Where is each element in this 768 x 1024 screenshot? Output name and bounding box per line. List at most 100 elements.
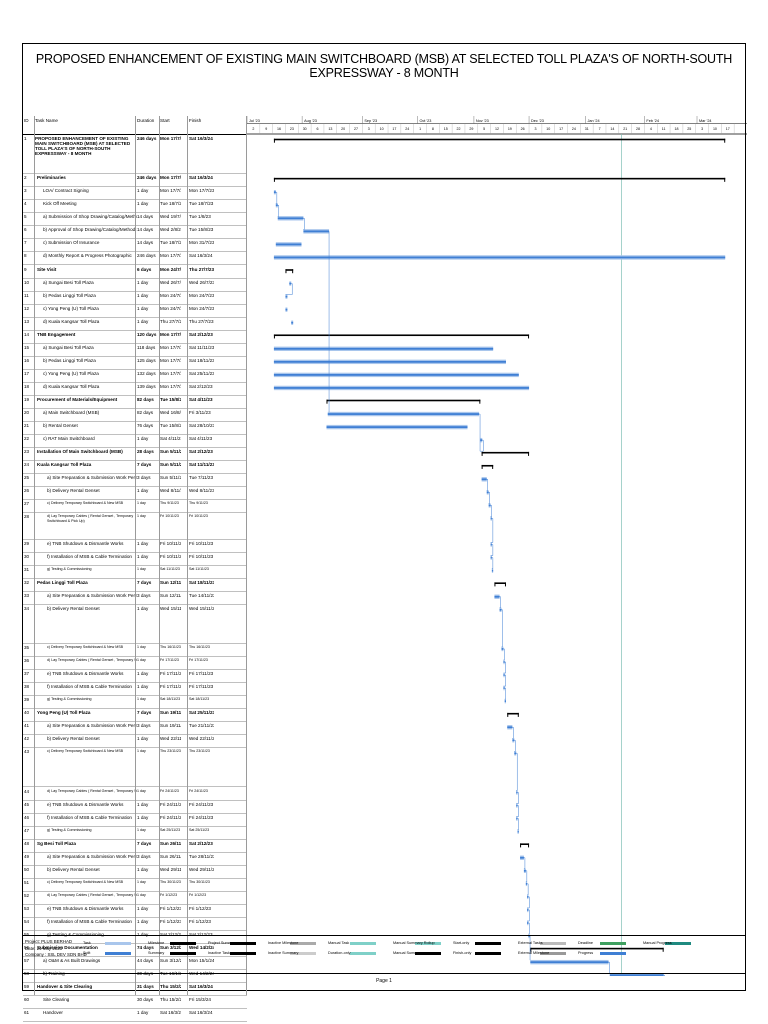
- task-bar[interactable]: [523, 868, 526, 873]
- task-bar[interactable]: [273, 346, 494, 351]
- summary-bar[interactable]: [481, 464, 494, 469]
- summary-bar[interactable]: [520, 843, 530, 848]
- cell-finish: Tue 15/8/23: [189, 227, 214, 233]
- cell-name: a) Site Preparation & Submission Work Pe…: [47, 475, 137, 481]
- cell-name: c) Yong Peng (U) Toll Plaza: [43, 305, 99, 311]
- task-bar[interactable]: [285, 294, 288, 299]
- task-bar[interactable]: [507, 725, 513, 730]
- week-label: 24: [572, 127, 576, 131]
- cell-start: Thu 27/7/23: [160, 318, 181, 324]
- task-bar[interactable]: [504, 698, 506, 704]
- task-bar[interactable]: [303, 229, 330, 234]
- task-bar[interactable]: [516, 816, 518, 821]
- cell-start: Mon 17/7/23: [160, 344, 181, 350]
- task-bar[interactable]: [291, 320, 294, 325]
- task-bar[interactable]: [490, 542, 492, 547]
- summary-bar[interactable]: [494, 582, 506, 587]
- task-bar[interactable]: [494, 594, 500, 599]
- week-label: 24: [405, 127, 409, 131]
- task-bar[interactable]: [488, 503, 491, 508]
- legend-label: Manual Summary Rollup: [393, 941, 435, 945]
- cell-id: 45: [24, 801, 30, 807]
- table-row[interactable]: 61 Handover 1 day Sat 16/3/24 Sat 16/3/24: [23, 1008, 247, 1023]
- task-bar[interactable]: [527, 894, 529, 900]
- task-bar[interactable]: [285, 307, 288, 312]
- cell-name: c) RAT Main Switchboard: [43, 436, 95, 442]
- task-bar[interactable]: [277, 216, 304, 221]
- task-bar[interactable]: [527, 907, 529, 913]
- task-bar[interactable]: [501, 646, 504, 652]
- summary-bar[interactable]: [273, 177, 726, 182]
- cell-finish: Mon 31/7/23: [189, 240, 214, 246]
- legend-swatch: [170, 952, 196, 955]
- task-bar[interactable]: [273, 359, 506, 365]
- task-bar[interactable]: [520, 855, 524, 860]
- cell-dur: 1 day: [137, 671, 149, 677]
- task-bar[interactable]: [490, 516, 492, 521]
- task-bar[interactable]: [273, 255, 726, 260]
- summary-bar[interactable]: [273, 138, 726, 143]
- task-bar[interactable]: [275, 242, 302, 247]
- dependency-link: [517, 818, 519, 830]
- task-bar[interactable]: [527, 920, 529, 926]
- cell-finish: Wed 15/11/23: [189, 605, 214, 611]
- summary-bar[interactable]: [481, 451, 530, 456]
- cell-id: 10: [24, 279, 30, 285]
- cell-start: Thu 9/11/23: [160, 501, 179, 506]
- cell-dur: 1 day: [137, 305, 149, 311]
- task-bar[interactable]: [490, 555, 492, 560]
- table-row[interactable]: 60 Site Clearing 30 days Thu 15/2/24 Fri 15/…: [23, 995, 247, 1010]
- cell-start: Mon 17/7/23: [160, 331, 181, 337]
- task-bar[interactable]: [609, 973, 664, 976]
- task-bar[interactable]: [289, 281, 292, 286]
- cell-start: Sat 2/12/23: [160, 932, 181, 938]
- cell-id: 57: [24, 958, 30, 964]
- task-bar[interactable]: [512, 738, 515, 743]
- summary-bar[interactable]: [285, 269, 294, 274]
- task-bar[interactable]: [525, 881, 528, 887]
- task-bar[interactable]: [503, 672, 505, 678]
- task-bar[interactable]: [275, 203, 278, 208]
- task-bar[interactable]: [273, 190, 276, 195]
- cell-start: Sun 5/11/23: [160, 475, 181, 481]
- summary-bar[interactable]: [530, 947, 664, 952]
- task-bar[interactable]: [480, 437, 483, 443]
- week-label: 30: [303, 127, 307, 131]
- cell-dur: 3 days: [137, 853, 151, 859]
- cell-id: 52: [24, 892, 30, 898]
- task-bar[interactable]: [273, 372, 519, 378]
- task-bar[interactable]: [530, 959, 609, 965]
- task-bar[interactable]: [499, 607, 502, 612]
- task-bar[interactable]: [517, 829, 519, 834]
- summary-bar[interactable]: [326, 399, 481, 404]
- legend-project-info: Company : SSL DEV SDN BHD: [25, 952, 87, 957]
- cell-id: 15: [24, 344, 30, 350]
- cell-start: Fri 24/11/23: [160, 814, 181, 820]
- task-bar[interactable]: [273, 385, 530, 391]
- cell-id: 9: [24, 266, 27, 272]
- task-bar[interactable]: [486, 490, 489, 495]
- cell-finish: Tue 7/11/23: [189, 475, 214, 481]
- cell-finish: Wed 14/2/24: [189, 945, 214, 951]
- dependency-link: [499, 596, 501, 609]
- month-label: Jul '23: [249, 119, 260, 123]
- cell-finish: Sat 16/3/24: [189, 175, 213, 181]
- summary-bar[interactable]: [507, 712, 519, 717]
- task-bar[interactable]: [516, 803, 518, 808]
- task-bar[interactable]: [514, 751, 517, 756]
- cell-dur: 1 day: [137, 566, 146, 571]
- cell-name: Handover & Site Clearing: [37, 984, 93, 990]
- legend-swatch: [540, 942, 566, 945]
- cell-dur: 1 day: [137, 879, 146, 884]
- task-bar[interactable]: [503, 659, 505, 665]
- task-bar[interactable]: [528, 933, 530, 939]
- week-label: 10: [546, 127, 550, 131]
- task-bar[interactable]: [516, 790, 518, 795]
- task-bar[interactable]: [481, 477, 487, 482]
- task-bar[interactable]: [491, 568, 494, 573]
- task-bar[interactable]: [326, 424, 468, 430]
- table-row[interactable]: 59 Handover & Site Clearing 31 days Thu 15/…: [23, 982, 247, 997]
- summary-bar[interactable]: [273, 334, 530, 339]
- task-bar[interactable]: [327, 411, 480, 417]
- task-bar[interactable]: [503, 685, 505, 691]
